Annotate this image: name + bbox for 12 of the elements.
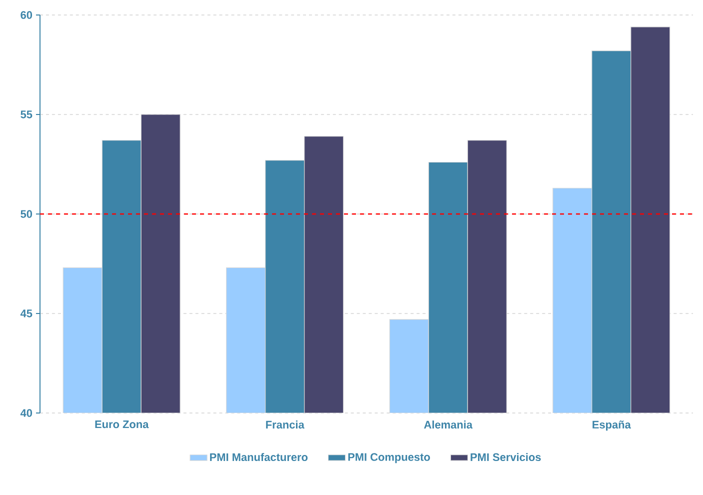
y-tick-label: 60 [20,11,32,19]
y-tick-label: 55 [20,110,32,118]
x-tick-label: Francia [266,420,304,429]
y-tick-label: 40 [20,409,32,417]
legend-label: PMI Manufacturero [210,453,308,462]
legend-label: PMI Compuesto [348,453,430,464]
y-tick-label: 50 [20,210,32,218]
x-tick-label: Alemania [424,420,473,429]
x-tick-label: España [592,420,631,431]
y-tick-label: 45 [20,310,32,318]
legend-label: PMI Servicios [470,453,541,462]
x-tick-label: Euro Zona [95,420,149,428]
